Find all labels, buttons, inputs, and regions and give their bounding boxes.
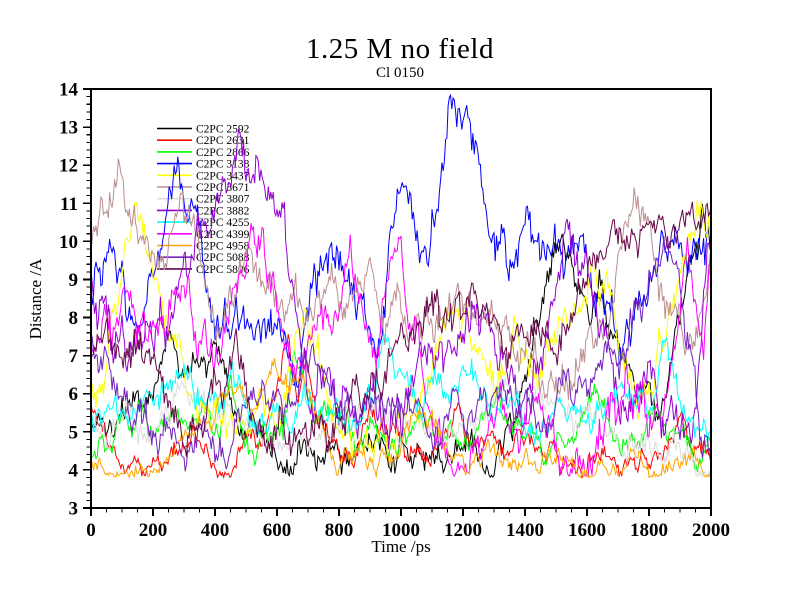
- y-tick-label: 7: [69, 346, 79, 367]
- legend-label: C2PC 3437: [196, 170, 250, 182]
- legend-label: C2PC 3882: [196, 205, 250, 217]
- legend-entry: C2PC 4399: [157, 229, 250, 241]
- x-tick-label: 1000: [382, 520, 420, 541]
- y-tick-label: 10: [59, 232, 78, 253]
- series-line: [92, 350, 710, 472]
- x-axis-title: Time /ps: [371, 537, 431, 556]
- y-tick-label: 5: [69, 422, 79, 443]
- legend-entry: C2PC 3437: [157, 170, 250, 182]
- x-tick-label: 0: [86, 520, 96, 541]
- series-line: [92, 128, 710, 450]
- x-tick-label: 2000: [692, 520, 730, 541]
- legend-label: C2PC 4255: [196, 217, 250, 229]
- legend-label: C2PC 5806: [196, 264, 250, 276]
- series-line: [92, 358, 710, 479]
- x-tick-label: 200: [139, 520, 168, 541]
- legend-label: C2PC 4399: [196, 229, 250, 241]
- y-tick-label: 9: [69, 270, 79, 291]
- legend-entry: C2PC 3138: [157, 159, 250, 171]
- legend-label: C2PC 2592: [196, 124, 250, 136]
- legend-entry: C2PC 2592: [157, 124, 250, 136]
- x-tick-label: 600: [263, 520, 292, 541]
- y-tick-label: 11: [60, 194, 78, 215]
- y-tick-label: 4: [69, 460, 79, 481]
- y-axis-title: Distance /A: [26, 258, 45, 340]
- legend-label: C2PC 3807: [196, 194, 250, 206]
- y-tick-label: 14: [59, 80, 79, 101]
- plot-frame: [90, 88, 712, 509]
- legend-label: C2PC 3138: [196, 159, 250, 171]
- legend-entry: C2PC 2631: [157, 135, 250, 147]
- legend-entry: C2PC 4958: [157, 241, 250, 253]
- y-tick-label: 13: [59, 118, 78, 139]
- legend-label: C2PC 5088: [196, 252, 250, 264]
- tick-labels: 0 200 400 600 800 1000 1200 1400 1600 1800 2000 3 4 5…: [59, 80, 730, 542]
- y-tick-label: 3: [69, 499, 79, 520]
- x-tick-label: 400: [201, 520, 230, 541]
- legend-label: C2PC 4958: [196, 241, 250, 253]
- series-line: [92, 236, 710, 472]
- legend-entry: C2PC 2866: [157, 147, 250, 159]
- series-line: [92, 158, 710, 400]
- x-tick-label: 1600: [568, 520, 606, 541]
- y-tick-label: 12: [59, 156, 78, 177]
- x-tick-label: 1200: [444, 520, 482, 541]
- page-title: 1.25 M no field: [306, 33, 494, 65]
- y-tick-label: 6: [69, 384, 79, 405]
- legend-label: C2PC 3671: [196, 182, 250, 194]
- legend-entry: C2PC 3807: [157, 194, 250, 206]
- x-tick-label: 1800: [630, 520, 668, 541]
- legend-entry: C2PC 3882: [157, 205, 250, 217]
- x-tick-label: 1400: [506, 520, 544, 541]
- series-line: [92, 201, 710, 457]
- data-series: [92, 93, 710, 480]
- series-line: [92, 93, 710, 389]
- chart-subtitle: Cl 0150: [376, 65, 424, 81]
- x-tick-label: 800: [325, 520, 354, 541]
- legend-entry: C2PC 3671: [157, 182, 250, 194]
- legend-label: C2PC 2631: [196, 135, 250, 147]
- series-line: [92, 223, 710, 479]
- y-tick-label: 8: [69, 308, 79, 329]
